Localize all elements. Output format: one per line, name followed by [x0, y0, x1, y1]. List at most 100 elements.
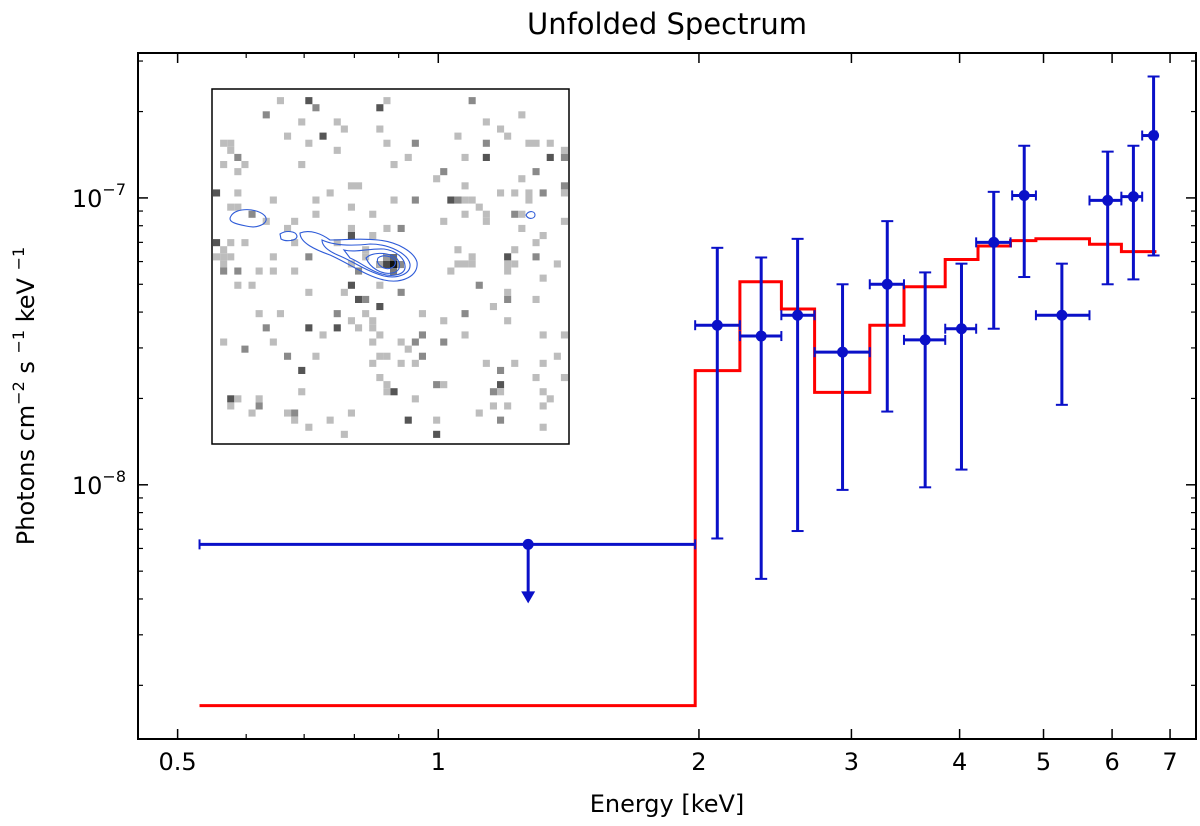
inset-pixel	[269, 338, 277, 346]
inset-pixel	[383, 97, 391, 105]
inset-pixel	[411, 139, 419, 147]
inset-pixel	[440, 338, 448, 346]
inset-pixel	[362, 310, 370, 318]
inset-pixel	[511, 359, 519, 367]
data-point	[1034, 262, 1091, 406]
inset-pixel	[291, 409, 299, 417]
inset-pixel	[546, 395, 554, 403]
inset-pixel	[461, 210, 469, 218]
inset-pixel	[397, 359, 405, 367]
inset-pixel	[347, 281, 355, 289]
inset-pixel	[213, 253, 221, 261]
inset-pixel	[411, 395, 419, 403]
inset-pixel	[305, 324, 313, 332]
inset-pixel	[532, 168, 540, 176]
inset-pixel	[461, 196, 469, 204]
inset-pixel	[539, 359, 547, 367]
inset-pixel	[532, 239, 540, 247]
inset-pixel	[220, 260, 228, 268]
inset-pixel	[220, 246, 228, 254]
inset-pixel	[227, 395, 235, 403]
inset-pixel	[532, 374, 540, 382]
inset-pixel	[255, 310, 263, 318]
inset-pixel	[319, 331, 327, 339]
x-tick-label: 4	[952, 748, 967, 776]
inset-pixel	[560, 217, 568, 225]
data-point	[1141, 75, 1160, 257]
inset-pixel	[312, 196, 320, 204]
data-marker	[522, 538, 534, 550]
inset-pixel	[518, 111, 526, 119]
inset-pixel	[305, 253, 313, 261]
inset-pixel	[390, 161, 398, 169]
inset-pixel	[241, 345, 249, 353]
inset-contour	[321, 239, 411, 278]
inset-pixel	[475, 281, 483, 289]
inset-pixel	[241, 161, 249, 169]
inset-pixel	[482, 359, 490, 367]
inset-pixel	[525, 189, 533, 197]
inset-pixel	[504, 402, 512, 410]
inset-pixel	[340, 430, 348, 438]
inset-pixel	[504, 132, 512, 140]
inset-pixel	[489, 388, 497, 396]
inset-contour	[365, 252, 401, 274]
inset-pixel	[511, 189, 519, 197]
plot-frame	[137, 52, 1197, 740]
inset-pixel	[497, 388, 505, 396]
data-marker	[837, 346, 849, 358]
data-marker	[1102, 194, 1114, 206]
inset-pixel	[518, 175, 526, 183]
inset-pixel	[355, 267, 363, 275]
data-point	[868, 220, 905, 413]
data-point	[975, 190, 1012, 330]
inset-pixel	[248, 210, 256, 218]
inset-pixel	[227, 139, 235, 147]
inset-pixel	[404, 153, 412, 161]
inset-pixel	[291, 239, 299, 247]
inset-pixel	[234, 203, 242, 211]
inset-pixel	[497, 189, 505, 197]
inset-pixel	[539, 274, 547, 282]
inset-pixel	[262, 111, 270, 119]
inset-pixel	[312, 104, 320, 112]
inset-pixel	[298, 161, 306, 169]
inset-core-pixel	[383, 261, 391, 269]
inset-contour	[376, 255, 396, 270]
inset-pixel	[347, 260, 355, 268]
data-point	[1120, 144, 1144, 281]
inset-pixel	[418, 310, 426, 318]
inset-pixel	[383, 388, 391, 396]
inset-pixel	[404, 345, 412, 353]
inset-pixel	[383, 224, 391, 232]
inset-pixel	[504, 295, 512, 303]
data-marker	[1056, 309, 1068, 321]
inset-pixel	[518, 210, 526, 218]
inset-pixel	[454, 260, 462, 268]
inset-pixel	[397, 338, 405, 346]
inset-pixel	[504, 317, 512, 325]
inset-pixel	[241, 239, 249, 247]
inset-contour	[229, 209, 267, 228]
inset-pixel	[525, 196, 533, 204]
inset-pixel	[440, 168, 448, 176]
inset-pixel	[440, 217, 448, 225]
inset-pixel	[312, 210, 320, 218]
data-point	[198, 538, 697, 604]
data-marker	[881, 278, 893, 290]
inset-pixel	[518, 224, 526, 232]
inset-core-pixel	[390, 261, 398, 269]
inset-pixel	[347, 232, 355, 240]
inset-pixel	[461, 182, 469, 190]
inset-pixel	[220, 267, 228, 275]
inset-pixel	[291, 416, 299, 424]
inset-pixel	[355, 295, 363, 303]
inset-pixel	[397, 288, 405, 296]
inset-pixel	[539, 189, 547, 197]
inset-pixel	[475, 409, 483, 417]
inset-pixel	[447, 196, 455, 204]
inset-pixel	[362, 295, 370, 303]
inset-pixel	[497, 366, 505, 374]
inset-pixel	[433, 381, 441, 389]
